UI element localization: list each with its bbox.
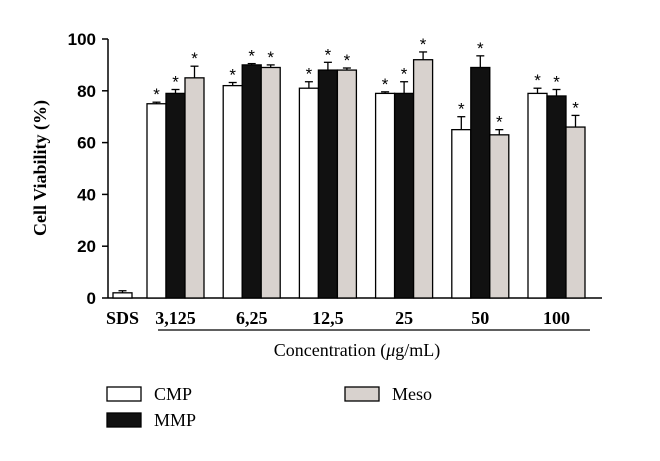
bar-meso-4: [489, 134, 510, 299]
y-tick-label: 40: [77, 185, 96, 204]
significance-marker: *: [458, 100, 465, 119]
legend: CMP MMP Meso: [106, 384, 432, 430]
bar-meso-0: [184, 77, 205, 299]
bar-mmp-2: [317, 69, 339, 299]
legend-swatch-meso: [344, 386, 380, 402]
bar-mmp-0: [165, 92, 186, 299]
bar-cmp-1: [222, 84, 243, 299]
significance-marker: *: [477, 39, 484, 58]
significance-marker: *: [153, 85, 160, 104]
significance-marker: *: [382, 75, 389, 94]
x-axis-label-mu: μ: [385, 340, 395, 360]
significance-marker: *: [229, 66, 236, 85]
y-tick-label: 100: [68, 30, 96, 49]
bar-cmp-0: [146, 103, 167, 299]
x-tick-label: 50: [471, 308, 489, 328]
significance-marker: *: [344, 51, 351, 70]
legend-swatch-cmp: [106, 386, 142, 402]
bar-cmp-5: [527, 92, 548, 299]
significance-marker: *: [191, 49, 198, 68]
x-tick-label: 12,5: [312, 308, 344, 328]
x-tick-label: 3,125: [155, 308, 196, 328]
significance-marker: *: [325, 45, 332, 64]
significance-marker: *: [572, 98, 579, 117]
bar-mmp-3: [393, 92, 415, 299]
legend-label-meso: Meso: [392, 384, 432, 404]
bar-cmp-4: [451, 128, 472, 299]
significance-marker: *: [306, 65, 313, 84]
significance-marker: *: [248, 47, 255, 66]
bar-meso-2: [336, 69, 358, 299]
bar-sds-control: [112, 292, 133, 299]
bar-meso-3: [412, 59, 434, 299]
significance-marker: *: [420, 35, 427, 54]
bar-mmp-5: [546, 95, 567, 299]
y-tick-label: 60: [77, 134, 96, 153]
significance-marker: *: [496, 113, 503, 132]
bar-mmp-4: [470, 66, 491, 299]
bar-meso-5: [565, 126, 586, 299]
bar-cmp-2: [298, 87, 320, 299]
significance-marker: *: [401, 65, 408, 84]
bars: * * * * * * * * * * * * * * * * * *: [112, 35, 586, 299]
x-axis-label-prefix: Concentration (: [274, 340, 386, 361]
x-tick-label: 6,25: [236, 308, 268, 328]
x-tick-label-sds: SDS: [106, 308, 139, 328]
x-axis-label: Concentration (μg/mL): [274, 340, 441, 361]
significance-marker: *: [267, 48, 274, 67]
significance-marker: *: [172, 73, 179, 92]
bar-mmp-1: [241, 64, 262, 299]
bar-cmp-3: [374, 92, 396, 299]
bar-meso-1: [260, 66, 281, 299]
x-axis-label-suffix: g/mL): [395, 340, 440, 361]
y-axis-label: Cell Viability (%): [30, 100, 51, 236]
x-tick-label: 25: [395, 308, 413, 328]
legend-swatch-mmp: [106, 412, 142, 428]
axes: 0 20 40 60 80 100 SDS 3,125 6,25 12,5 25 50 100: [68, 30, 602, 328]
significance-marker: *: [553, 73, 560, 92]
y-tick-label: 0: [87, 289, 96, 308]
legend-label-cmp: CMP: [154, 384, 192, 404]
significance-marker: *: [534, 71, 541, 90]
x-tick-label: 100: [543, 308, 570, 328]
legend-label-mmp: MMP: [154, 410, 196, 430]
y-tick-label: 80: [77, 82, 96, 101]
y-tick-label: 20: [77, 237, 96, 256]
